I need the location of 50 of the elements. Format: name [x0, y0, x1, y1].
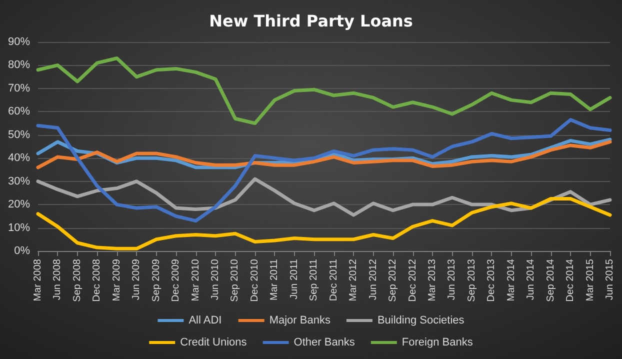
x-tick-label: Jun 2008 [52, 258, 64, 300]
x-tick-label: Sep 2011 [308, 258, 320, 302]
legend-label: Other Banks [294, 336, 356, 348]
line-series [36, 118, 612, 223]
x-tick-label: Sep 2013 [466, 258, 478, 302]
x-tick-label: Dec 2014 [565, 258, 576, 302]
x-tick-label: Sep 2010 [230, 258, 241, 302]
x-tick-label: Jun 2009 [131, 258, 142, 300]
x-tick-label: Mar 2011 [269, 258, 280, 301]
x-tick-label: Mar 2013 [426, 258, 438, 302]
x-tick-label: Sep 2008 [72, 258, 83, 302]
x-tick-label: Jun 2010 [210, 258, 222, 300]
y-tick-label: 0% [14, 245, 30, 257]
legend-label: Credit Unions [180, 336, 248, 348]
x-tick-label: Mar 2009 [111, 258, 122, 302]
x-tick-label: Jun 2014 [526, 258, 537, 300]
legend-label: Major Banks [269, 314, 331, 326]
x-tick-label: Jun 2012 [368, 258, 379, 300]
y-tick-label: 20% [8, 198, 30, 211]
legend-label: All ADI [188, 314, 222, 326]
y-tick-label: 50% [8, 128, 30, 141]
x-tick-label: Dec 2011 [328, 258, 340, 302]
x-tick-label: Jun 2015 [604, 258, 616, 300]
x-tick-label: Jun 2013 [446, 258, 458, 300]
x-tick-label: Mar 2010 [190, 258, 202, 302]
x-tick-label: Mar 2014 [506, 258, 517, 302]
y-tick-label: 30% [8, 175, 30, 188]
y-tick-label: 80% [8, 59, 30, 72]
y-tick-label: 90% [8, 36, 30, 48]
line-series [36, 177, 612, 217]
line-series [36, 56, 612, 126]
x-tick-label: Dec 2013 [486, 258, 498, 302]
x-tick-label: Dec 2008 [92, 258, 103, 302]
x-tick-label: Mar 2012 [348, 258, 360, 302]
x-tick-label: Sep 2012 [388, 258, 399, 302]
x-tick-label: Jun 2011 [288, 258, 300, 300]
x-tick-label: Mar 2015 [584, 258, 596, 302]
y-tick-label: 40% [8, 152, 30, 164]
chart-title: New Third Party Loans [209, 12, 413, 30]
y-tick-label: 70% [8, 82, 30, 94]
y-tick-label: 60% [8, 106, 30, 118]
x-tick-label: Dec 2010 [249, 258, 260, 302]
y-tick-label: 10% [8, 222, 30, 234]
x-tick-label: Dec 2009 [170, 258, 182, 302]
legend-label: Building Societies [377, 314, 465, 326]
x-tick-label: Sep 2014 [545, 258, 556, 302]
x-tick-label: Dec 2012 [407, 258, 418, 302]
x-tick-label: Mar 2008 [32, 258, 44, 302]
x-tick-label: Sep 2009 [150, 258, 162, 302]
legend-label: Foreign Banks [402, 336, 474, 348]
